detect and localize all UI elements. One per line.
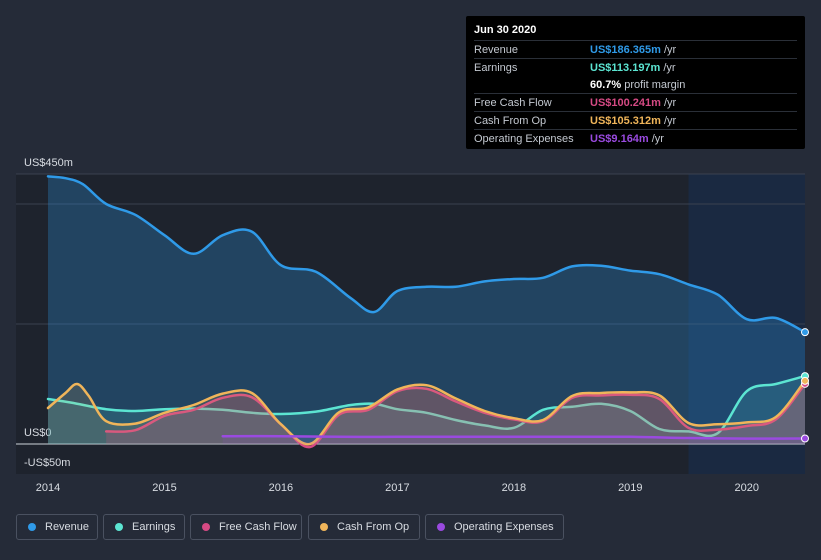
x-tick-label: 2017 [385, 482, 409, 494]
x-tick-label: 2020 [735, 482, 759, 494]
tooltip-date: Jun 30 2020 [474, 24, 537, 36]
legend-label: Operating Expenses [454, 521, 554, 533]
tooltip-value: 60.7% [590, 78, 622, 91]
tooltip: Jun 30 2020 Revenue US$186.365m /yr Earn… [466, 16, 805, 149]
tooltip-value: US$186.365m [590, 43, 661, 56]
y-tick-label: US$450m [24, 157, 73, 169]
tooltip-row-free-cash-flow: Free Cash Flow US$100.241m /yr [474, 93, 797, 111]
tooltip-value: US$9.164m [590, 132, 649, 145]
series-area-free-cash-flow [106, 383, 805, 448]
tooltip-unit: /yr [663, 61, 676, 74]
legend-label: Cash From Op [337, 521, 410, 533]
tooltip-unit: /yr [663, 43, 677, 56]
legend-dot-icon [28, 523, 36, 531]
legend-item-revenue[interactable]: Revenue [16, 514, 98, 540]
legend-label: Earnings [132, 521, 176, 533]
legend-label: Free Cash Flow [219, 521, 297, 533]
series-area-earnings [48, 376, 805, 444]
tooltip-unit: /yr [651, 132, 664, 145]
x-tick-label: 2018 [502, 482, 526, 494]
end-marker-revenue [801, 328, 809, 337]
tooltip-unit: /yr [663, 114, 677, 127]
end-marker-operating-expenses [801, 434, 809, 443]
tooltip-value: US$105.312m [590, 114, 661, 127]
tooltip-row-operating-expenses: Operating Expenses US$9.164m /yr [474, 129, 797, 147]
legend-item-earnings[interactable]: Earnings [103, 514, 185, 540]
x-tick-label: 2019 [618, 482, 642, 494]
tooltip-unit: profit margin [624, 78, 686, 91]
x-tick-label: 2015 [152, 482, 176, 494]
legend-item-cash-from-op[interactable]: Cash From Op [308, 514, 420, 540]
tooltip-row-revenue: Revenue US$186.365m /yr [474, 40, 797, 58]
series-line-cash-from-op [46, 379, 807, 446]
tooltip-row-profit-margin: 60.7% profit margin [474, 76, 797, 93]
tooltip-label: Revenue [474, 43, 519, 56]
x-tick-label: 2014 [36, 482, 60, 494]
tooltip-label: Earnings [474, 61, 518, 74]
legend-label: Revenue [45, 521, 90, 533]
tooltip-label: Free Cash Flow [474, 96, 552, 109]
y-tick-label: US$0 [24, 427, 52, 439]
legend-dot-icon [320, 523, 328, 531]
series-line-revenue [46, 175, 807, 334]
legend-dot-icon [437, 523, 445, 531]
legend-item-operating-expenses[interactable]: Operating Expenses [425, 514, 564, 540]
series-line-free-cash-flow [104, 382, 807, 449]
series-area-cash-from-op [48, 380, 805, 445]
tooltip-label: Operating Expenses [474, 132, 574, 145]
legend-dot-icon [202, 523, 210, 531]
series-area-revenue [48, 176, 805, 444]
tooltip-value: US$100.241m [590, 96, 661, 109]
tooltip-row-cash-from-op: Cash From Op US$105.312m /yr [474, 111, 797, 129]
legend-item-free-cash-flow[interactable]: Free Cash Flow [190, 514, 302, 540]
y-tick-label: -US$50m [24, 457, 70, 469]
legend-dot-icon [115, 523, 123, 531]
end-marker-cash-from-op [801, 376, 809, 385]
tooltip-label: Cash From Op [474, 114, 547, 127]
series-line-earnings [46, 374, 807, 438]
tooltip-value: US$113.197m [590, 61, 661, 74]
x-tick-label: 2016 [269, 482, 293, 494]
tooltip-unit: /yr [663, 96, 677, 109]
tooltip-row-earnings: Earnings US$113.197m /yr [474, 58, 797, 76]
series-line-operating-expenses [221, 434, 807, 440]
